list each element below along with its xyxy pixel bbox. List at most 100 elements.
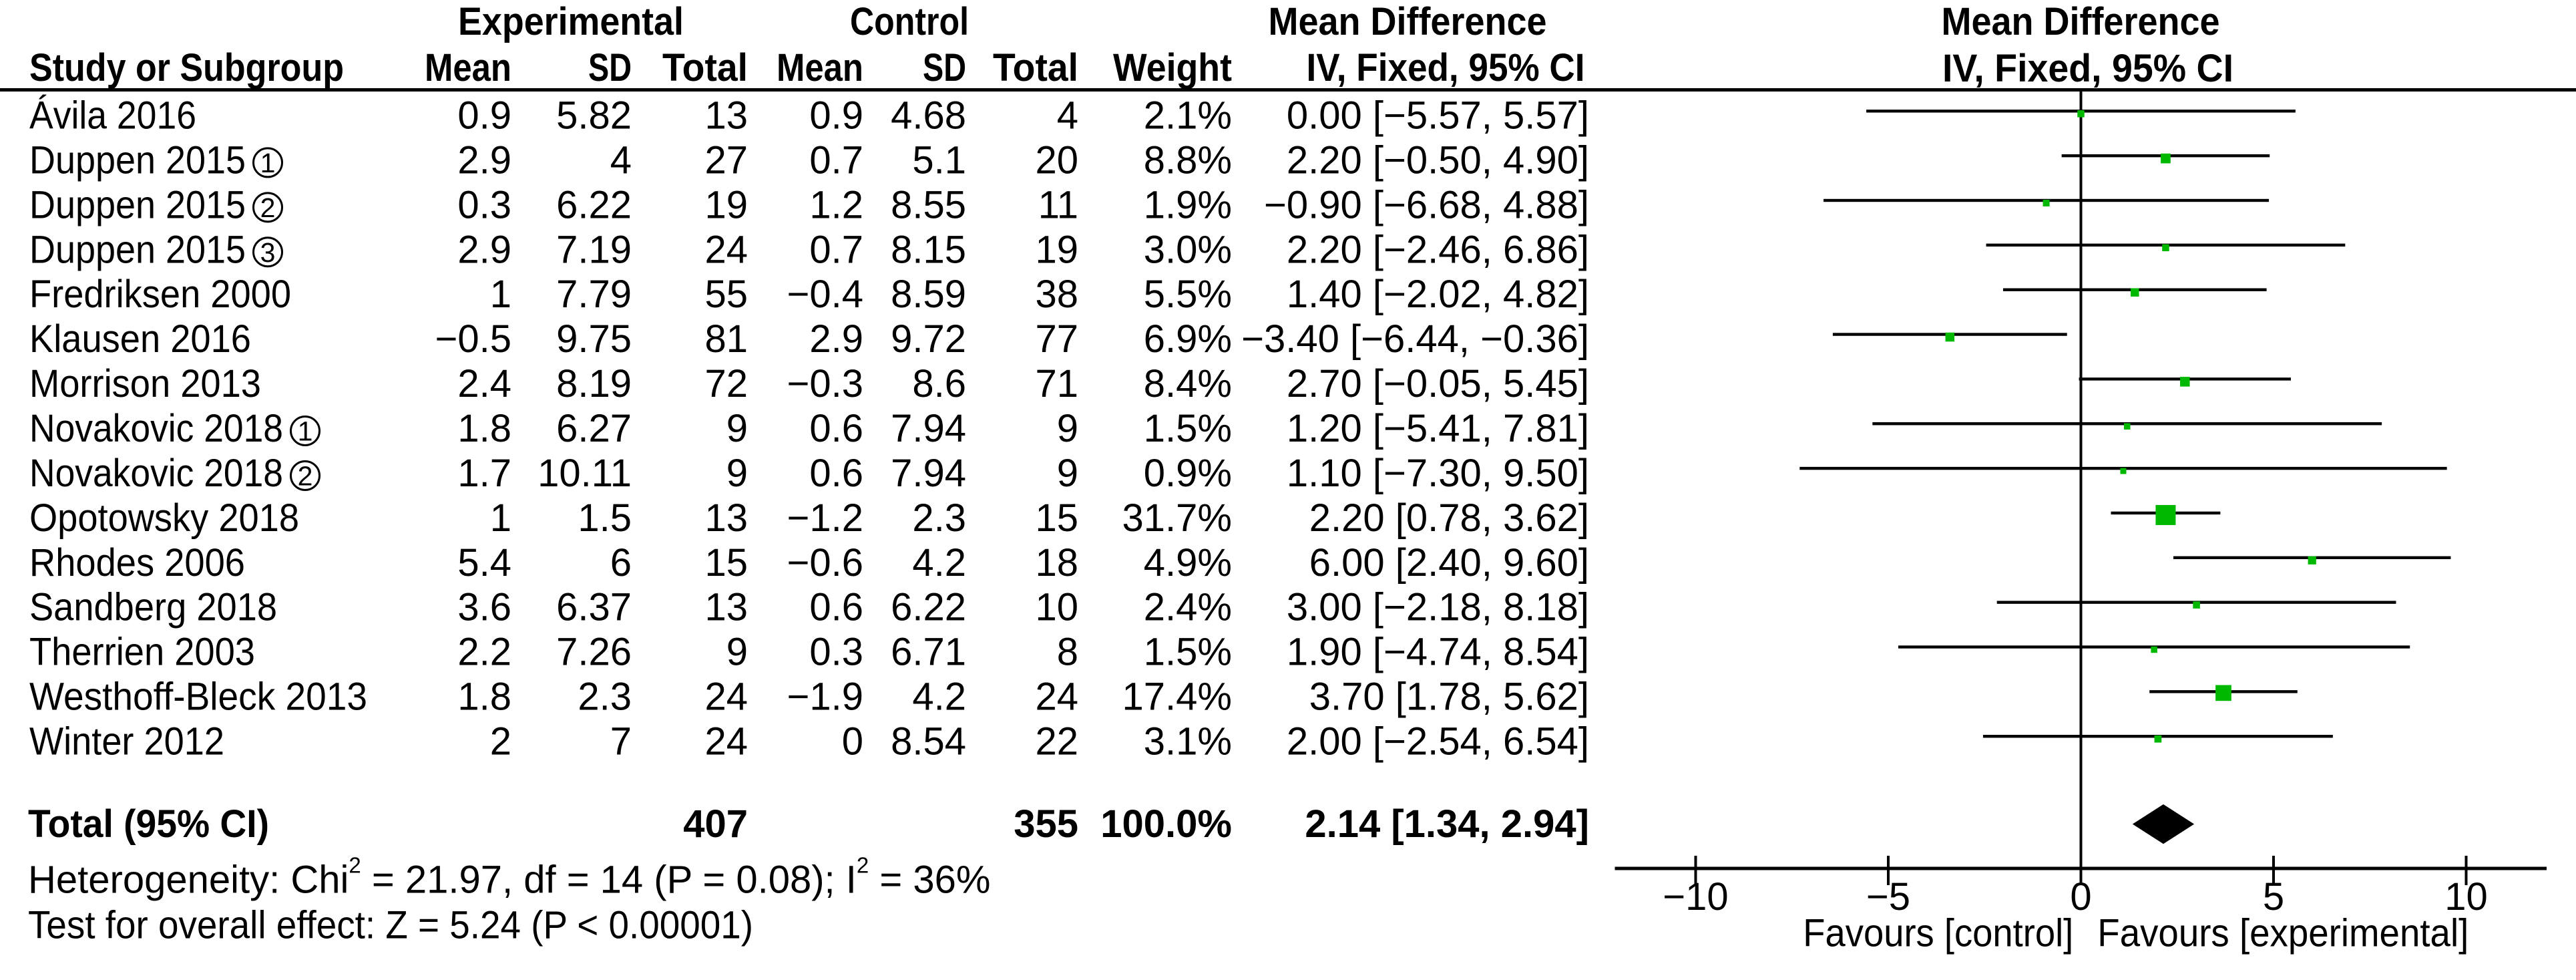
svg-text:24: 24 bbox=[704, 720, 748, 764]
svg-text:5.1: 5.1 bbox=[912, 138, 966, 182]
svg-text:9: 9 bbox=[726, 631, 748, 674]
svg-text:7.94: 7.94 bbox=[891, 407, 966, 450]
svg-text:7.79: 7.79 bbox=[556, 273, 632, 316]
svg-text:2.20 [0.78, 3.62]: 2.20 [0.78, 3.62] bbox=[1309, 496, 1589, 540]
svg-text:0: 0 bbox=[2070, 875, 2091, 919]
svg-text:Mean Difference: Mean Difference bbox=[1269, 0, 1547, 43]
svg-text:3.6: 3.6 bbox=[457, 586, 511, 629]
svg-text:27: 27 bbox=[704, 138, 748, 182]
svg-text:9.72: 9.72 bbox=[891, 317, 966, 361]
svg-text:2.70 [−0.05, 5.45]: 2.70 [−0.05, 5.45] bbox=[1287, 362, 1589, 405]
svg-text:1: 1 bbox=[490, 496, 511, 540]
svg-text:5.4: 5.4 bbox=[457, 541, 511, 585]
svg-text:Novakovic 2018: Novakovic 2018 bbox=[29, 452, 283, 495]
svg-text:Ávila 2016: Ávila 2016 bbox=[29, 94, 196, 138]
svg-text:Control: Control bbox=[850, 0, 969, 43]
svg-text:−10: −10 bbox=[1663, 875, 1728, 919]
svg-text:0.3: 0.3 bbox=[457, 183, 511, 226]
svg-text:18: 18 bbox=[1035, 541, 1078, 585]
svg-text:1: 1 bbox=[260, 148, 276, 178]
svg-text:1.90 [−4.74, 8.54]: 1.90 [−4.74, 8.54] bbox=[1287, 631, 1589, 674]
svg-text:IV, Fixed, 95% CI: IV, Fixed, 95% CI bbox=[1942, 47, 2233, 90]
svg-text:6.00 [2.40, 9.60]: 6.00 [2.40, 9.60] bbox=[1309, 541, 1589, 585]
svg-text:8.59: 8.59 bbox=[891, 273, 966, 316]
svg-text:Morrison 2013: Morrison 2013 bbox=[29, 362, 261, 405]
svg-text:2.3: 2.3 bbox=[912, 496, 966, 540]
svg-text:1.10 [−7.30, 9.50]: 1.10 [−7.30, 9.50] bbox=[1287, 452, 1589, 495]
svg-text:Favours [control]: Favours [control] bbox=[1803, 912, 2073, 955]
svg-text:10: 10 bbox=[1035, 586, 1078, 629]
svg-text:−0.90 [−6.68, 4.88]: −0.90 [−6.68, 4.88] bbox=[1264, 183, 1589, 226]
svg-text:6.37: 6.37 bbox=[556, 586, 632, 629]
svg-text:Duppen 2015: Duppen 2015 bbox=[29, 183, 246, 226]
svg-text:0.6: 0.6 bbox=[809, 586, 863, 629]
svg-text:Sandberg 2018: Sandberg 2018 bbox=[29, 586, 277, 629]
svg-text:2: 2 bbox=[298, 460, 313, 491]
svg-text:6.71: 6.71 bbox=[891, 631, 966, 674]
svg-text:3.0%: 3.0% bbox=[1144, 228, 1232, 271]
svg-text:0.6: 0.6 bbox=[809, 452, 863, 495]
svg-text:Weight: Weight bbox=[1113, 46, 1232, 90]
svg-text:9: 9 bbox=[1057, 452, 1078, 495]
svg-text:4: 4 bbox=[1057, 94, 1078, 138]
svg-text:2.9: 2.9 bbox=[457, 138, 511, 182]
svg-text:Test for overall effect: Z = 5: Test for overall effect: Z = 5.24 (P < 0… bbox=[28, 904, 753, 947]
svg-text:Heterogeneity: Chi2 = 21.97, d: Heterogeneity: Chi2 = 21.97, df = 14 (P … bbox=[28, 852, 990, 901]
svg-text:72: 72 bbox=[704, 362, 748, 405]
svg-text:3: 3 bbox=[260, 237, 276, 268]
svg-text:355: 355 bbox=[1014, 802, 1078, 846]
svg-text:6.22: 6.22 bbox=[556, 183, 632, 226]
svg-text:Novakovic 2018: Novakovic 2018 bbox=[29, 407, 283, 450]
svg-text:Mean: Mean bbox=[777, 46, 863, 90]
svg-text:2.20 [−2.46, 6.86]: 2.20 [−2.46, 6.86] bbox=[1287, 228, 1589, 271]
svg-text:−3.40 [−6.44, −0.36]: −3.40 [−6.44, −0.36] bbox=[1241, 317, 1589, 361]
svg-text:0.9%: 0.9% bbox=[1144, 452, 1232, 495]
svg-text:55: 55 bbox=[704, 273, 748, 316]
svg-text:9.75: 9.75 bbox=[556, 317, 632, 361]
svg-text:−5: −5 bbox=[1866, 875, 1910, 919]
svg-text:1.9%: 1.9% bbox=[1144, 183, 1232, 226]
svg-text:13: 13 bbox=[704, 94, 748, 138]
svg-text:Duppen 2015: Duppen 2015 bbox=[29, 228, 246, 271]
svg-text:5: 5 bbox=[2263, 875, 2284, 919]
svg-text:2.1%: 2.1% bbox=[1144, 94, 1232, 138]
svg-text:Therrien 2003: Therrien 2003 bbox=[29, 631, 255, 674]
svg-text:SD: SD bbox=[923, 46, 966, 90]
svg-text:Westhoff-Bleck 2013: Westhoff-Bleck 2013 bbox=[29, 675, 367, 719]
svg-text:−0.6: −0.6 bbox=[787, 541, 864, 585]
svg-text:8.8%: 8.8% bbox=[1144, 138, 1232, 182]
svg-text:13: 13 bbox=[704, 586, 748, 629]
svg-text:Opotowsky 2018: Opotowsky 2018 bbox=[29, 496, 299, 540]
svg-text:24: 24 bbox=[1035, 675, 1078, 719]
svg-text:1.2: 1.2 bbox=[809, 183, 863, 226]
svg-text:0.3: 0.3 bbox=[809, 631, 863, 674]
svg-text:24: 24 bbox=[704, 228, 748, 271]
svg-text:0.6: 0.6 bbox=[809, 407, 863, 450]
svg-text:9: 9 bbox=[1057, 407, 1078, 450]
svg-text:0.00 [−5.57, 5.57]: 0.00 [−5.57, 5.57] bbox=[1287, 94, 1589, 138]
svg-text:−1.2: −1.2 bbox=[787, 496, 864, 540]
svg-text:IV, Fixed, 95% CI: IV, Fixed, 95% CI bbox=[1307, 46, 1585, 90]
svg-text:10: 10 bbox=[2444, 875, 2488, 919]
svg-text:2.20 [−0.50, 4.90]: 2.20 [−0.50, 4.90] bbox=[1287, 138, 1589, 182]
svg-text:Favours [experimental]: Favours [experimental] bbox=[2097, 912, 2468, 955]
svg-text:Study or Subgroup: Study or Subgroup bbox=[29, 46, 344, 90]
svg-text:Rhodes 2006: Rhodes 2006 bbox=[29, 541, 245, 585]
svg-text:−0.5: −0.5 bbox=[435, 317, 512, 361]
svg-text:8.6: 8.6 bbox=[912, 362, 966, 405]
svg-text:0.7: 0.7 bbox=[809, 138, 863, 182]
svg-text:4: 4 bbox=[610, 138, 632, 182]
svg-text:4.2: 4.2 bbox=[912, 541, 966, 585]
svg-text:6.27: 6.27 bbox=[556, 407, 632, 450]
svg-text:8.4%: 8.4% bbox=[1144, 362, 1232, 405]
svg-text:SD: SD bbox=[588, 46, 632, 90]
svg-text:1.8: 1.8 bbox=[457, 675, 511, 719]
svg-text:77: 77 bbox=[1035, 317, 1078, 361]
svg-text:1.7: 1.7 bbox=[457, 452, 511, 495]
svg-text:1.5%: 1.5% bbox=[1144, 407, 1232, 450]
svg-text:2.00 [−2.54, 6.54]: 2.00 [−2.54, 6.54] bbox=[1287, 720, 1589, 764]
svg-text:6.9%: 6.9% bbox=[1144, 317, 1232, 361]
svg-text:1.8: 1.8 bbox=[457, 407, 511, 450]
svg-text:4.68: 4.68 bbox=[891, 94, 966, 138]
svg-text:2.14 [1.34, 2.94]: 2.14 [1.34, 2.94] bbox=[1305, 802, 1589, 846]
